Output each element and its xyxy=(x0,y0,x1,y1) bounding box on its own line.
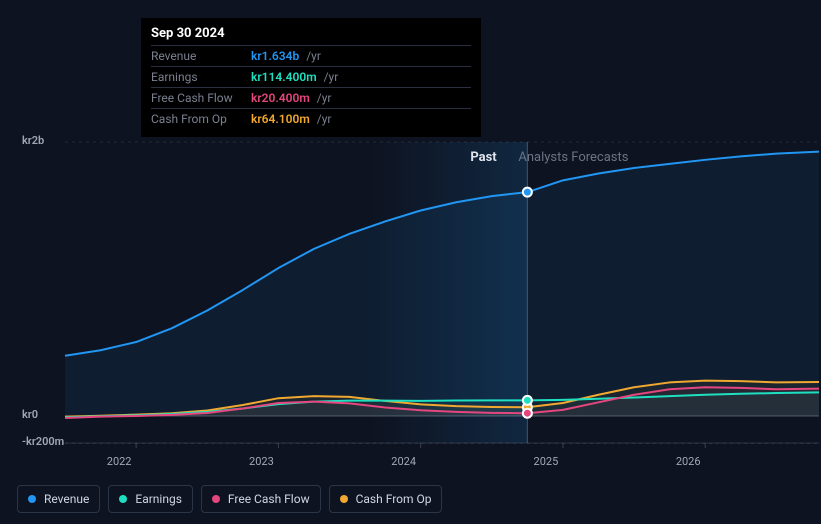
tooltip-value: kr1.634b xyxy=(251,49,299,63)
tooltip-row: Revenuekr1.634b /yr xyxy=(151,46,471,67)
tooltip-metric: Revenue xyxy=(151,46,251,67)
forecast-label: Analysts Forecasts xyxy=(518,150,628,165)
tooltip-row: Free Cash Flowkr20.400m /yr xyxy=(151,88,471,109)
tooltip-row: Cash From Opkr64.100m /yr xyxy=(151,109,471,130)
y-axis-label: -kr200m xyxy=(22,435,64,448)
x-axis-label: 2023 xyxy=(249,455,274,468)
tooltip-value-cell: kr20.400m /yr xyxy=(251,88,471,109)
tooltip-unit: /yr xyxy=(317,70,339,84)
tooltip-value: kr20.400m xyxy=(251,91,310,105)
x-axis-label: 2024 xyxy=(391,455,416,468)
tooltip-date: Sep 30 2024 xyxy=(151,26,471,45)
hover-tooltip: Sep 30 2024 Revenuekr1.634b /yrEarningsk… xyxy=(141,18,481,137)
legend-dot-icon xyxy=(340,495,348,503)
tooltip-metric: Earnings xyxy=(151,67,251,88)
x-axis-label: 2022 xyxy=(107,455,132,468)
legend-dot-icon xyxy=(212,495,220,503)
legend-dot-icon xyxy=(119,495,127,503)
tooltip-value-cell: kr1.634b /yr xyxy=(251,46,471,67)
x-axis-label: 2026 xyxy=(676,455,701,468)
legend-label: Revenue xyxy=(44,492,89,506)
legend-label: Earnings xyxy=(135,492,182,506)
tooltip-metric: Free Cash Flow xyxy=(151,88,251,109)
y-axis-label: kr2b xyxy=(22,134,44,147)
tooltip-table: Revenuekr1.634b /yrEarningskr114.400m /y… xyxy=(151,45,471,129)
legend-dot-icon xyxy=(28,495,36,503)
y-axis-label: kr0 xyxy=(22,408,38,421)
tooltip-value-cell: kr64.100m /yr xyxy=(251,109,471,130)
tooltip-value: kr64.100m xyxy=(251,112,310,126)
tooltip-row: Earningskr114.400m /yr xyxy=(151,67,471,88)
tooltip-metric: Cash From Op xyxy=(151,109,251,130)
legend-item-fcf[interactable]: Free Cash Flow xyxy=(201,485,321,513)
legend: Revenue Earnings Free Cash Flow Cash From O… xyxy=(17,485,442,513)
legend-item-cash_from_op[interactable]: Cash From Op xyxy=(329,485,443,513)
legend-label: Cash From Op xyxy=(356,492,432,506)
tooltip-unit: /yr xyxy=(310,112,332,126)
legend-item-earnings[interactable]: Earnings xyxy=(108,485,193,513)
legend-label: Free Cash Flow xyxy=(228,492,310,506)
past-label: Past xyxy=(470,150,496,165)
tooltip-unit: /yr xyxy=(310,91,332,105)
x-axis-label: 2025 xyxy=(534,455,559,468)
tooltip-unit: /yr xyxy=(299,49,321,63)
tooltip-value: kr114.400m xyxy=(251,70,317,84)
legend-item-revenue[interactable]: Revenue xyxy=(17,485,100,513)
tooltip-value-cell: kr114.400m /yr xyxy=(251,67,471,88)
